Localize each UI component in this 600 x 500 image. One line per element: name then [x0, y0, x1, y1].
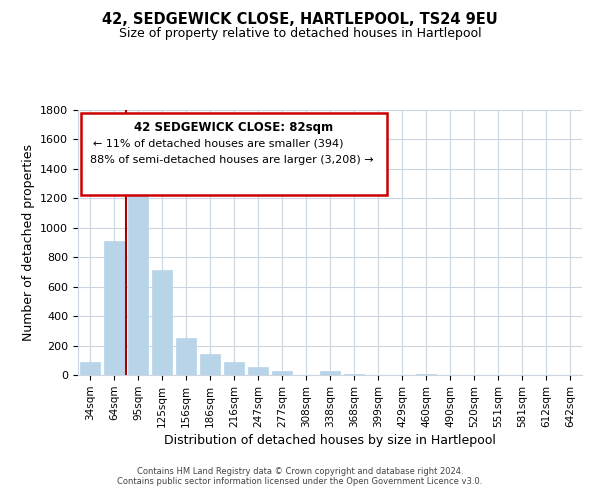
Text: 42 SEDGEWICK CLOSE: 82sqm: 42 SEDGEWICK CLOSE: 82sqm — [134, 122, 334, 134]
Y-axis label: Number of detached properties: Number of detached properties — [22, 144, 35, 341]
Bar — [80, 362, 100, 375]
Bar — [152, 270, 172, 375]
Bar — [248, 367, 268, 375]
Bar — [320, 372, 340, 375]
Text: 42, SEDGEWICK CLOSE, HARTLEPOOL, TS24 9EU: 42, SEDGEWICK CLOSE, HARTLEPOOL, TS24 9E… — [102, 12, 498, 28]
Text: Contains HM Land Registry data © Crown copyright and database right 2024.: Contains HM Land Registry data © Crown c… — [137, 467, 463, 476]
Text: Size of property relative to detached houses in Hartlepool: Size of property relative to detached ho… — [119, 28, 481, 40]
Bar — [200, 354, 220, 375]
Bar — [176, 338, 196, 375]
Text: Contains public sector information licensed under the Open Government Licence v3: Contains public sector information licen… — [118, 477, 482, 486]
X-axis label: Distribution of detached houses by size in Hartlepool: Distribution of detached houses by size … — [164, 434, 496, 447]
Bar — [104, 241, 124, 375]
Bar — [224, 362, 244, 375]
Bar — [272, 370, 292, 375]
Text: ← 11% of detached houses are smaller (394): ← 11% of detached houses are smaller (39… — [93, 138, 343, 148]
Text: 88% of semi-detached houses are larger (3,208) →: 88% of semi-detached houses are larger (… — [90, 155, 374, 165]
Bar — [128, 174, 148, 375]
Bar — [416, 374, 436, 375]
Bar — [344, 374, 364, 375]
